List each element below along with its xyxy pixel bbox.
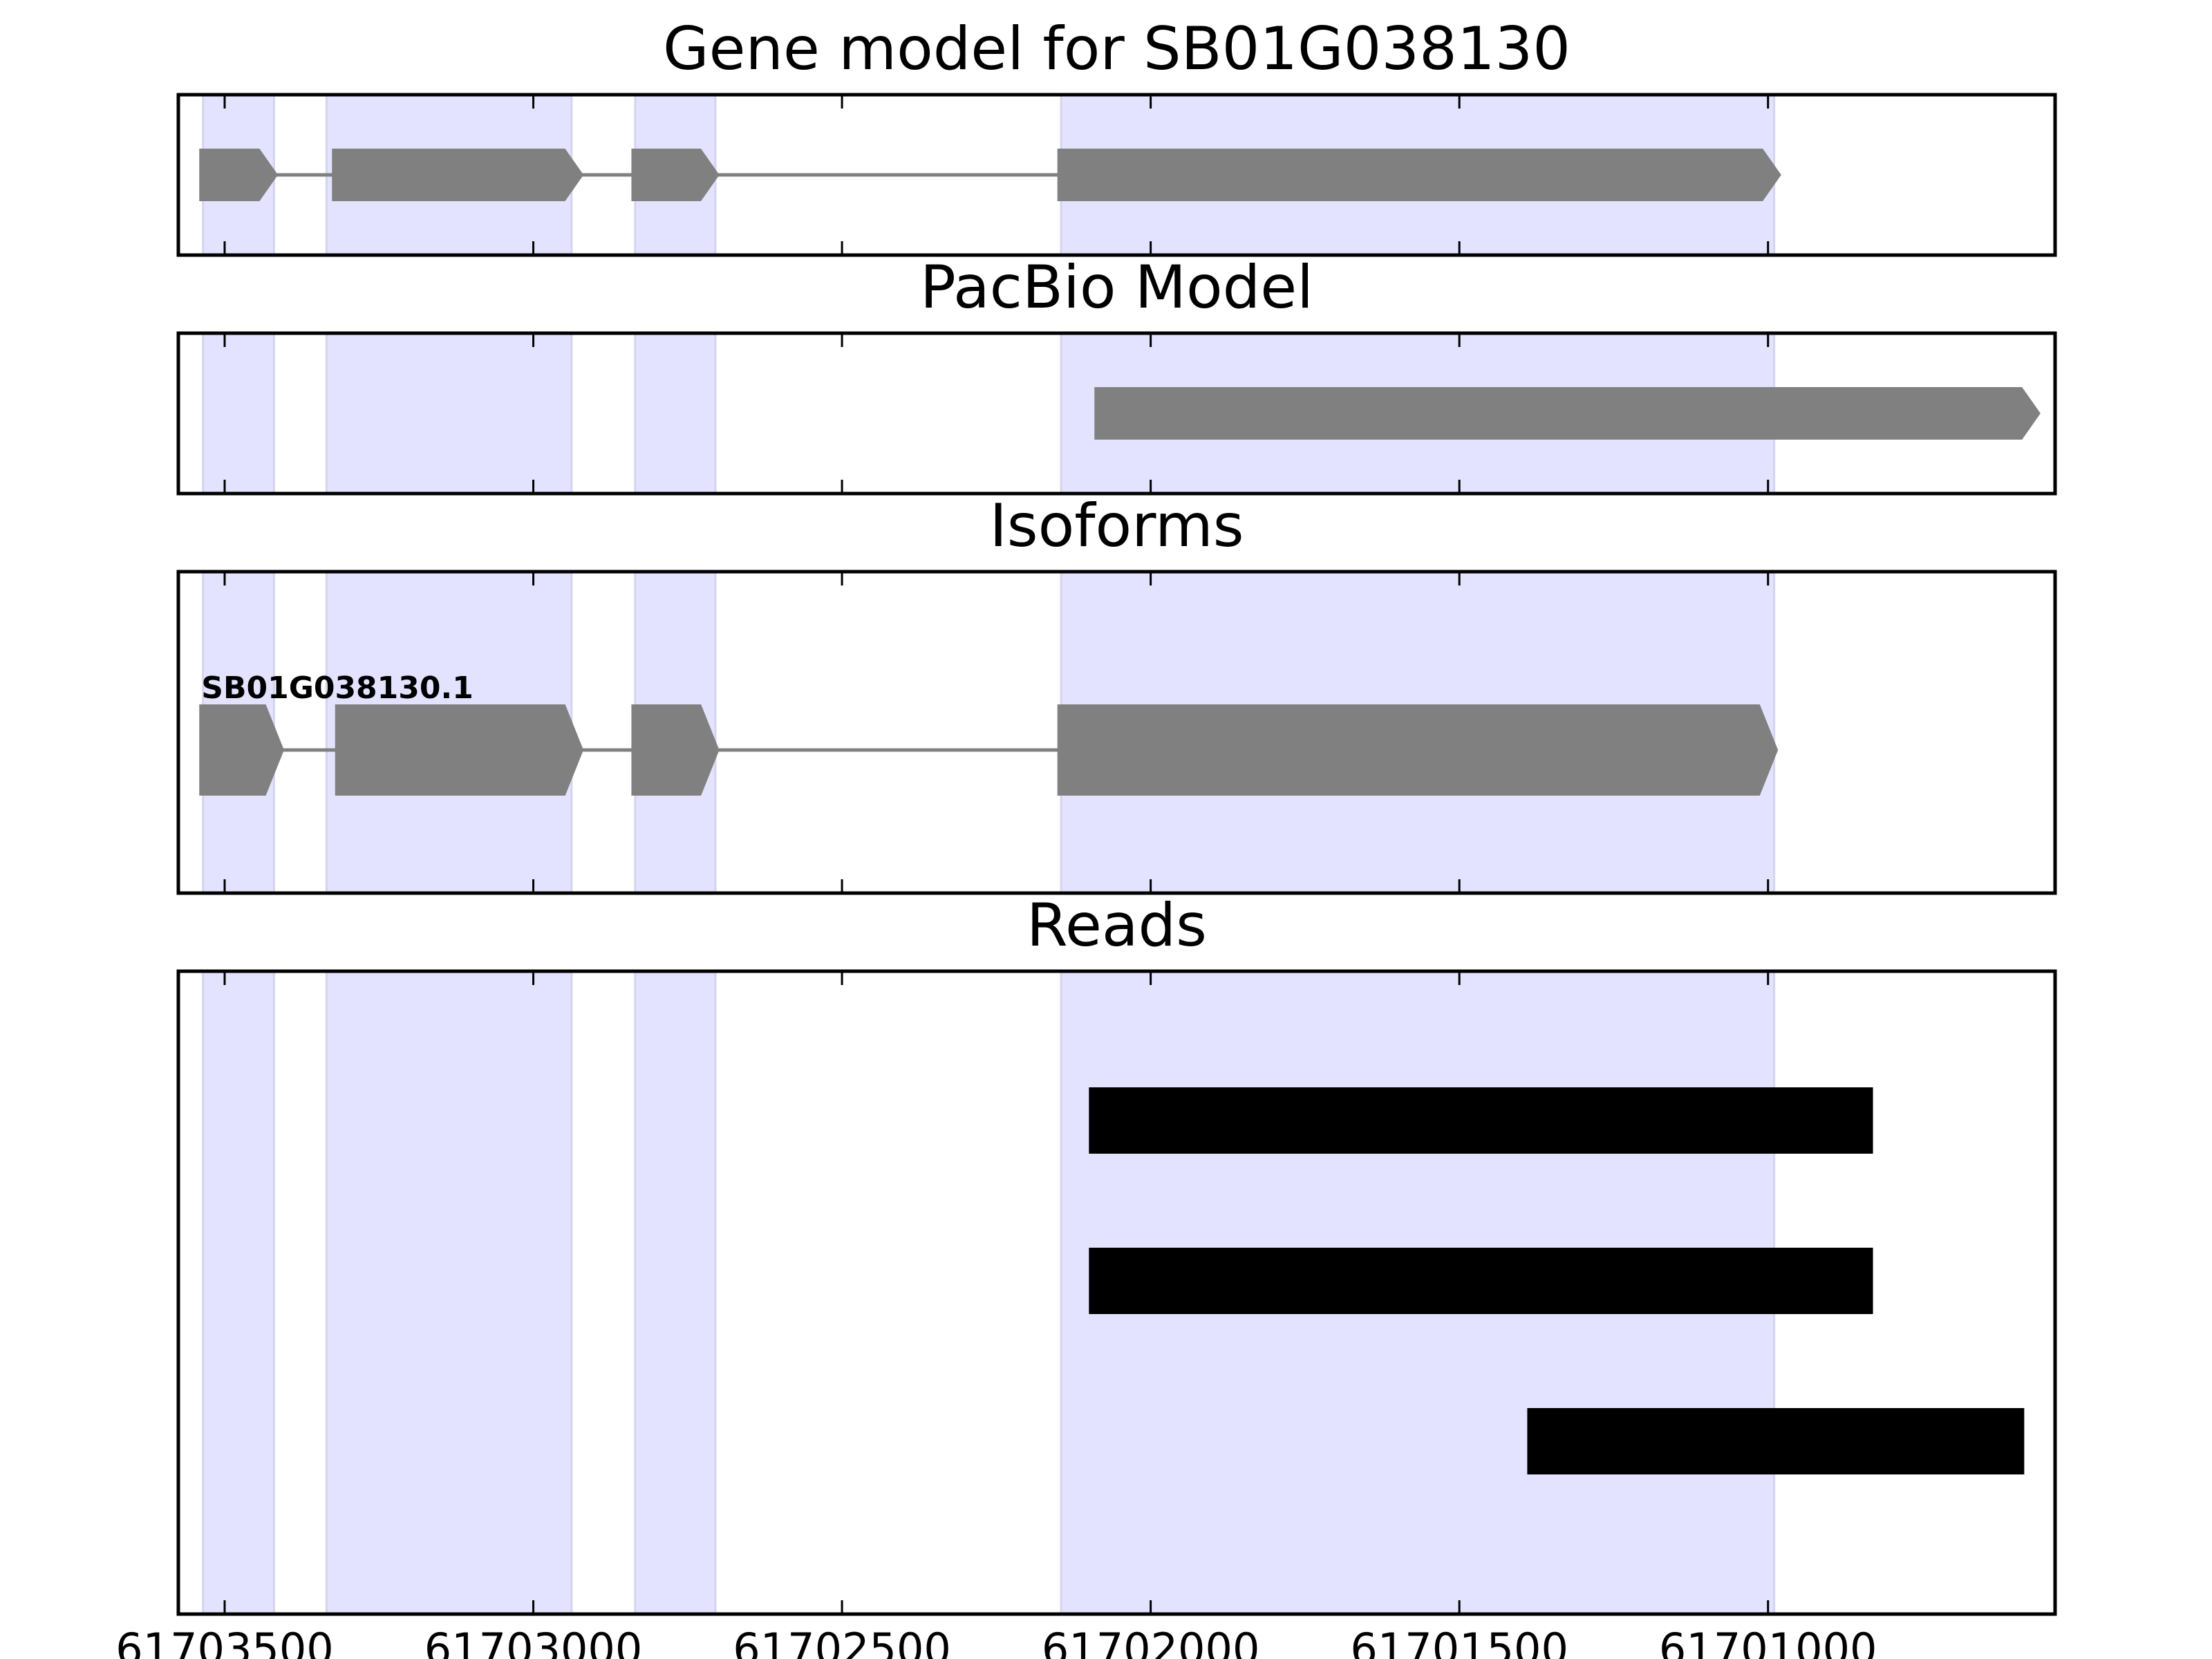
exon-2 <box>335 704 584 796</box>
exon-1 <box>199 149 279 201</box>
panel-title: Isoforms <box>989 491 1244 561</box>
x-tick-label: 61702500 <box>733 1624 951 1659</box>
x-tick-label: 61701000 <box>1659 1624 1877 1659</box>
x-tick-label: 61703500 <box>115 1624 334 1659</box>
exon-1 <box>1094 387 2041 440</box>
panel-gene-model: Gene model for SB01G038130 <box>176 15 2057 257</box>
x-tick-label: 61701500 <box>1350 1624 1568 1659</box>
exon-4 <box>1057 149 1781 201</box>
panel-frame <box>176 570 2057 895</box>
shaded-region-1 <box>202 332 275 495</box>
panel-frame <box>176 93 2057 257</box>
panel-frame <box>176 969 2057 1616</box>
shaded-region-3 <box>634 332 717 495</box>
panel-pacbio-model: PacBio Model <box>176 253 2057 496</box>
x-tick-label: 61702000 <box>1042 1624 1260 1659</box>
x-tick-label: 61703000 <box>424 1624 643 1659</box>
exon-4 <box>1057 704 1779 796</box>
shaded-region-1 <box>202 970 275 1615</box>
exon-2 <box>332 149 584 201</box>
panel-title: Reads <box>1027 891 1207 960</box>
exon-3 <box>631 149 720 201</box>
isoform-label: SB01G038130.1 <box>201 671 474 706</box>
panel-isoforms: SB01G038130.1 Isoforms <box>176 491 2057 895</box>
exon-1 <box>199 704 284 796</box>
shaded-region-2 <box>325 332 573 495</box>
exon-3 <box>631 704 720 796</box>
read-2 <box>1089 1248 1873 1314</box>
read-3 <box>1527 1408 2025 1474</box>
shaded-region-2 <box>325 970 573 1615</box>
read-1 <box>1089 1087 1873 1154</box>
panel-title: Gene model for SB01G038130 <box>663 15 1571 84</box>
shaded-region-3 <box>634 970 717 1615</box>
panel-reads: Reads 61703500 61703000 61702500 61702000 617… <box>115 891 2057 1659</box>
panels-layer: Gene model for SB01G038130 PacBio Model SB… <box>115 15 2057 1659</box>
panel-title: PacBio Model <box>920 253 1313 322</box>
panel-frame <box>176 331 2057 496</box>
